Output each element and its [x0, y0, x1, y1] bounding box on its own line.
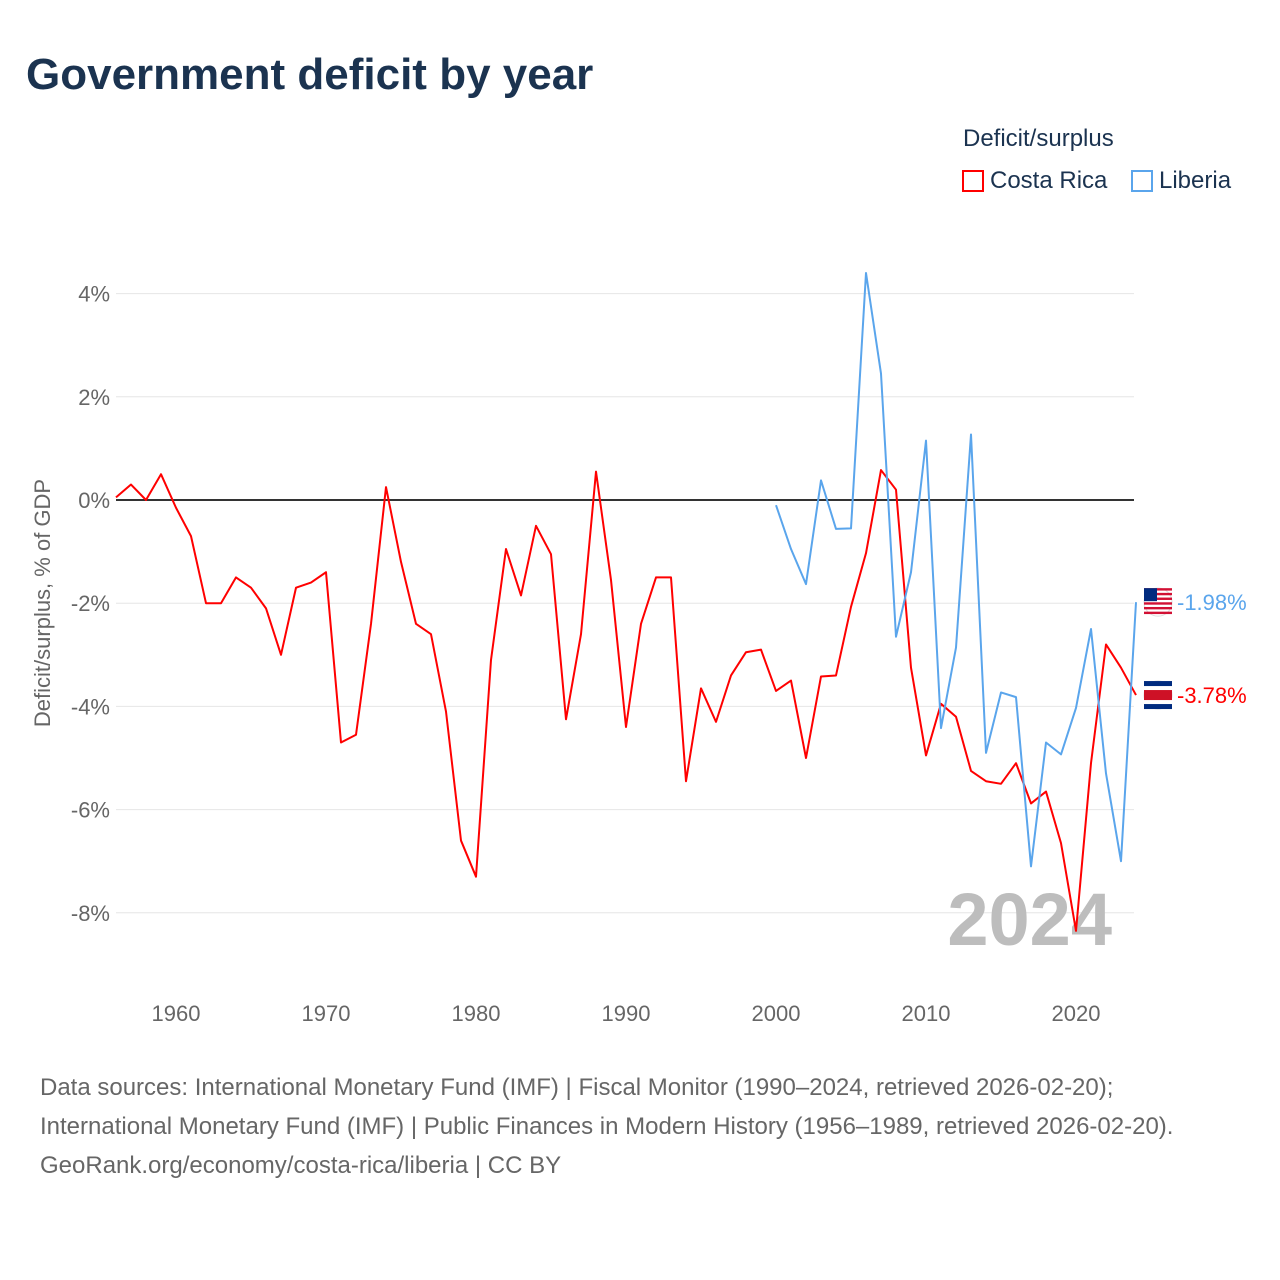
attribution-link[interactable]: GeoRank.org/economy/costa-rica/liberia |…	[40, 1152, 562, 1179]
year-label: 2024	[947, 878, 1112, 961]
x-tick-label: 2000	[752, 1001, 801, 1026]
legend-item-liberia[interactable]: Liberia	[1131, 167, 1231, 195]
y-tick-label: 0%	[78, 488, 110, 513]
x-tick-label: 2010	[902, 1001, 951, 1026]
flag-stripe	[1144, 611, 1172, 615]
y-tick-label: -2%	[71, 591, 110, 616]
series-line-costa-rica	[115, 469, 1137, 932]
flag-stripe	[1144, 597, 1172, 600]
flag-stripe	[1144, 690, 1172, 701]
y-tick-label: -4%	[71, 694, 110, 719]
legend-swatch-liberia	[1131, 170, 1153, 192]
legend-title: Deficit/surplus	[963, 125, 1114, 152]
line-chart: -8% -6% -4% -2% 0% 2% 4% 1960 1970 1980 1990 2000 20…	[30, 271, 1247, 1026]
end-value-label: -3.78%	[1177, 683, 1247, 708]
x-tick-label: 2020	[1052, 1001, 1101, 1026]
flag-stripe	[1144, 606, 1172, 610]
series-line-liberia	[775, 271, 1137, 868]
legend-label: Costa Rica	[990, 167, 1108, 194]
y-tick-label: -8%	[71, 901, 110, 926]
legend-swatch-costa-rica	[962, 170, 984, 192]
sources: Data sources: International Monetary Fun…	[40, 1068, 1240, 1185]
flag-canton	[1144, 588, 1157, 602]
y-axis-label: Deficit/surplus, % of GDP	[30, 479, 55, 727]
chart-title: Government deficit by year	[26, 50, 594, 99]
y-tick-label: 4%	[78, 282, 110, 307]
flag-stripe	[1144, 602, 1172, 605]
end-value-label: -1.98%	[1177, 590, 1247, 615]
x-tick-label: 1980	[452, 1001, 501, 1026]
x-tick-label: 1960	[152, 1001, 201, 1026]
flag-stripe	[1144, 592, 1172, 596]
legend-item-costa-rica[interactable]: Costa Rica	[962, 167, 1107, 195]
x-tick-label: 1970	[302, 1001, 351, 1026]
y-tick-label: 2%	[78, 385, 110, 410]
source-text: Data sources: International Monetary Fun…	[40, 1074, 1174, 1140]
legend-label: Liberia	[1159, 167, 1232, 194]
y-tick-label: -6%	[71, 798, 110, 823]
flag-stripe	[1144, 588, 1172, 591]
x-tick-label: 1990	[602, 1001, 651, 1026]
